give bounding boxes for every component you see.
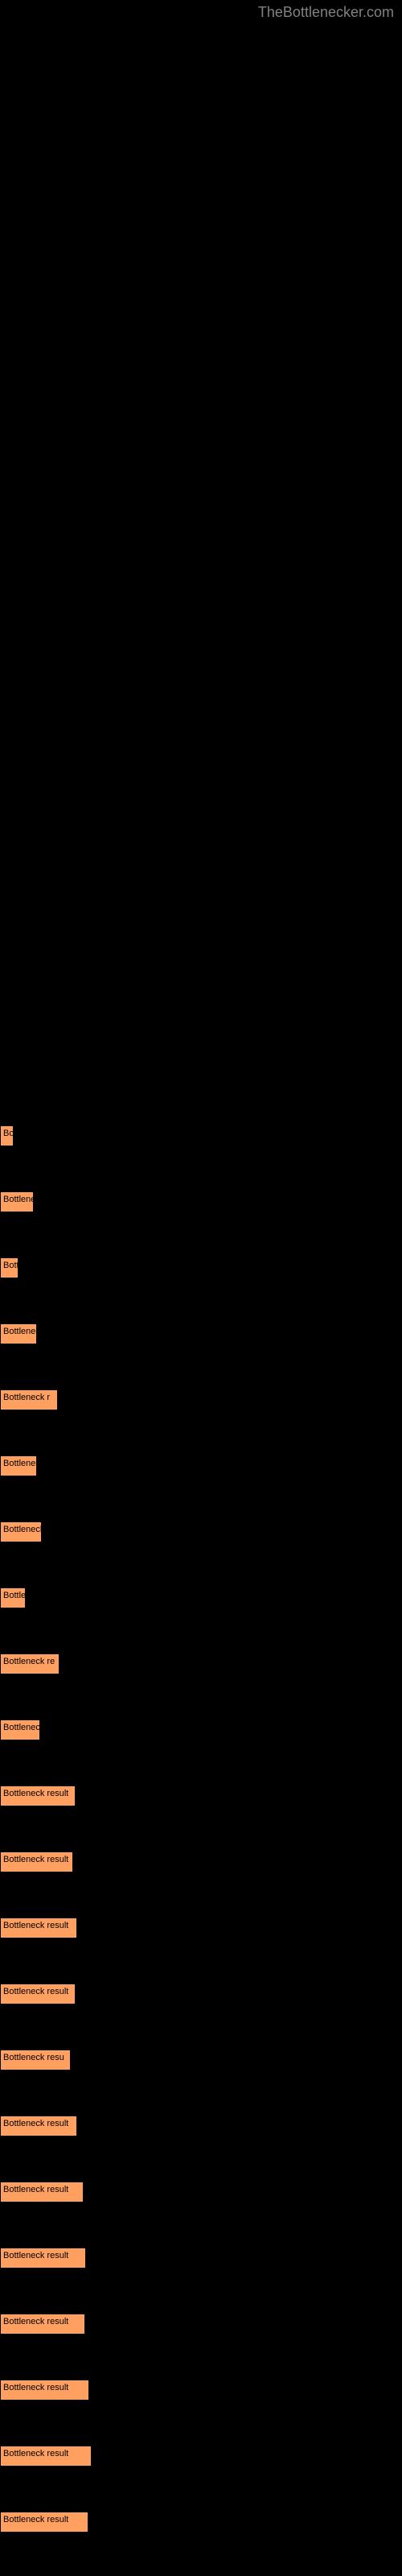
bar-label: Bottleneck r: [3, 1393, 50, 1402]
bar-7: Bottler: [0, 1587, 26, 1608]
bar-label: Bottleneck: [3, 1525, 44, 1534]
bar-0: Bo: [0, 1125, 14, 1146]
watermark-text: TheBottlenecker.com: [258, 4, 394, 21]
bar-1: Bottlene: [0, 1191, 34, 1212]
bar-label: Bottler: [3, 1591, 29, 1600]
bar-row: Bottleneck result: [0, 2159, 402, 2225]
bar-label: Bottleneck result: [3, 1855, 68, 1864]
bar-label: Bottleneck result: [3, 2317, 68, 2326]
bar-row: Bottleneck result: [0, 1895, 402, 1961]
bar-row: Bottleneck result: [0, 2291, 402, 2357]
bar-chart: Bo Bottlene Bott Bottlenec Bottleneck r …: [0, 1103, 402, 2555]
bar-label: Bottlenec: [3, 1459, 40, 1468]
bar-label: Bo: [3, 1129, 14, 1138]
bar-label: Bottlenec: [3, 1327, 40, 1336]
bar-16: Bottleneck result: [0, 2182, 84, 2202]
bar-5: Bottlenec: [0, 1455, 37, 1476]
bar-label: Bottleneck result: [3, 2383, 68, 2392]
bar-17: Bottleneck result: [0, 2248, 86, 2268]
bar-row: Bott: [0, 1235, 402, 1301]
bar-15: Bottleneck result: [0, 2116, 77, 2136]
bar-row: Bottleneck result: [0, 2225, 402, 2291]
bar-row: Bottleneck result: [0, 1961, 402, 2027]
bar-13: Bottleneck result: [0, 1984, 76, 2004]
bar-row: Bottler: [0, 1565, 402, 1631]
bar-14: Bottleneck resu: [0, 2050, 71, 2070]
bar-row: Bottleneck result: [0, 2423, 402, 2489]
bar-row: Bo: [0, 1103, 402, 1169]
bar-label: Bottleneck re: [3, 1657, 55, 1666]
bar-row: Bottleneck r: [0, 1367, 402, 1433]
bar-row: Bottlene: [0, 1169, 402, 1235]
bar-row: Bottleneck result: [0, 1763, 402, 1829]
bar-21: Bottleneck result: [0, 2512, 88, 2533]
bar-label: Bottlene: [3, 1195, 35, 1204]
bar-label: Bottleneck result: [3, 1921, 68, 1930]
bar-row: Bottleneck result: [0, 1829, 402, 1895]
bar-row: Bottleneck result: [0, 2093, 402, 2159]
bar-label: Bottleneck result: [3, 1987, 68, 1996]
bar-3: Bottlenec: [0, 1323, 37, 1344]
bar-8: Bottleneck re: [0, 1653, 59, 1674]
bar-6: Bottleneck: [0, 1521, 42, 1542]
bar-2: Bott: [0, 1257, 18, 1278]
bar-label: Bottleneck result: [3, 2119, 68, 2128]
bar-label: Bottleneck result: [3, 2515, 68, 2524]
bar-row: Bottlenec: [0, 1433, 402, 1499]
bar-label: Bott: [3, 1261, 19, 1270]
bar-19: Bottleneck result: [0, 2380, 89, 2401]
bar-9: Bottlenec: [0, 1719, 40, 1740]
bar-label: Bottleneck result: [3, 1789, 68, 1798]
bar-row: Bottleneck result: [0, 2357, 402, 2423]
bar-label: Bottlenec: [3, 1723, 40, 1732]
bar-12: Bottleneck result: [0, 1918, 77, 1938]
bar-18: Bottleneck result: [0, 2314, 85, 2334]
bar-row: Bottleneck resu: [0, 2027, 402, 2093]
bar-row: Bottleneck result: [0, 2489, 402, 2555]
bar-label: Bottleneck result: [3, 2185, 68, 2194]
bar-10: Bottleneck result: [0, 1785, 76, 1806]
bar-label: Bottleneck resu: [3, 2053, 64, 2062]
bar-row: Bottleneck re: [0, 1631, 402, 1697]
bar-row: Bottlenec: [0, 1697, 402, 1763]
bar-20: Bottleneck result: [0, 2446, 92, 2467]
bar-4: Bottleneck r: [0, 1389, 58, 1410]
bar-label: Bottleneck result: [3, 2251, 68, 2260]
bar-row: Bottlenec: [0, 1301, 402, 1367]
bar-row: Bottleneck: [0, 1499, 402, 1565]
bar-11: Bottleneck result: [0, 1852, 73, 1872]
bar-label: Bottleneck result: [3, 2449, 68, 2458]
